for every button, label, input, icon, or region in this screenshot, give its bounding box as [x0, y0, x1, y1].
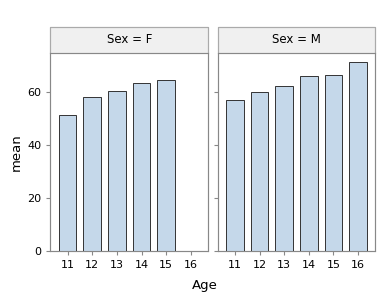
Bar	[133, 83, 151, 251]
Bar	[59, 115, 77, 251]
Bar	[275, 86, 293, 251]
Bar	[108, 91, 126, 251]
FancyBboxPatch shape	[50, 27, 208, 53]
Bar	[325, 75, 342, 251]
Text: Sex = M: Sex = M	[272, 33, 321, 46]
Bar	[83, 97, 101, 251]
Bar	[158, 79, 175, 251]
Bar	[251, 92, 268, 251]
Y-axis label: mean: mean	[10, 133, 23, 171]
Bar	[349, 62, 367, 251]
Text: Age: Age	[192, 279, 218, 292]
Bar	[226, 100, 244, 251]
Bar	[300, 77, 318, 251]
FancyBboxPatch shape	[217, 27, 375, 53]
Text: Sex = F: Sex = F	[106, 33, 152, 46]
